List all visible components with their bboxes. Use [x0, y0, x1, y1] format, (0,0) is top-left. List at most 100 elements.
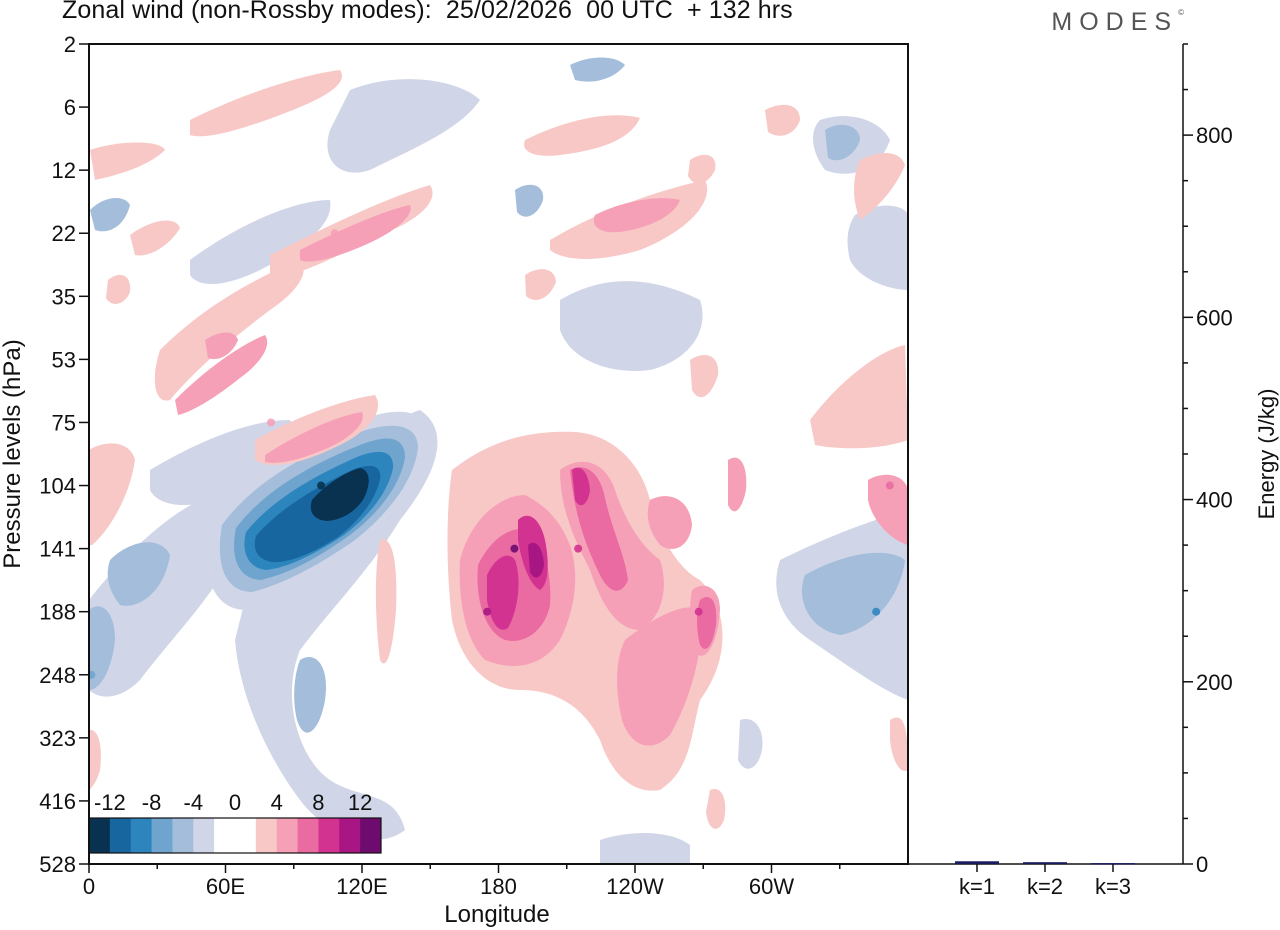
colorbar-tick-label: 12	[348, 790, 372, 815]
energy-tick-label: 600	[1196, 305, 1233, 330]
contour-region	[205, 332, 238, 360]
wind-field	[89, 57, 908, 864]
colorbar-swatch	[89, 818, 111, 853]
energy-tick-label: 800	[1196, 123, 1233, 148]
extremum-mark	[483, 607, 492, 616]
energy-category-label: k=3	[1095, 874, 1131, 899]
extremum-mark	[89, 670, 96, 679]
colorbar-tick-label: 4	[271, 790, 283, 815]
y-tick-label: 188	[39, 600, 76, 625]
contour-region	[89, 729, 101, 790]
colorbar-swatch	[193, 818, 215, 853]
energy-bar	[1091, 863, 1135, 865]
extremum-mark	[694, 607, 703, 616]
energy-category-label: k=2	[1027, 874, 1063, 899]
energy-axis-label: Energy (J/kg)	[1254, 389, 1279, 520]
contour-region	[810, 345, 908, 449]
contour-region	[856, 178, 877, 209]
energy-tick-label: 0	[1196, 852, 1208, 877]
contour-region	[487, 555, 519, 630]
colorbar-swatch	[360, 818, 382, 853]
y-tick-label: 104	[39, 474, 76, 499]
contour-region	[600, 833, 690, 864]
contour-region	[738, 719, 763, 769]
contour-region	[690, 355, 719, 398]
energy-tick-label: 400	[1196, 488, 1233, 513]
colorbar-tick-label: 0	[229, 790, 241, 815]
colorbar-swatch	[276, 818, 299, 853]
contour-region	[868, 474, 908, 545]
contour-region	[593, 198, 680, 233]
y-tick-label: 35	[52, 284, 76, 309]
contour-region	[294, 656, 326, 733]
extremum-mark	[631, 670, 639, 679]
colorbar: -12 -8 -4 0 4 8 12	[88, 790, 382, 854]
x-tick-label: 60W	[749, 874, 794, 899]
colorbar-swatch	[318, 818, 340, 853]
contour-region	[524, 115, 640, 156]
colorbar-tick-label: -4	[184, 790, 204, 815]
y-tick-label: 12	[52, 158, 76, 183]
x-tick-label: 0	[83, 874, 95, 899]
contour-region	[190, 70, 342, 137]
contour-region	[847, 205, 908, 290]
contour-region	[327, 79, 480, 173]
colorbar-tick-label: 8	[312, 790, 324, 815]
colorbar-swatch	[235, 818, 257, 853]
x-axis: 0 60E 120E 180 120W 60W	[83, 864, 841, 899]
contour-region	[515, 184, 544, 217]
energy-panel: 0 200 400 600 800 k=1 k=2 k=3	[908, 43, 1233, 899]
extremum-mark	[267, 418, 275, 427]
contour-region	[89, 606, 115, 690]
energy-tick-label: 200	[1196, 670, 1233, 695]
colorbar-swatch	[109, 818, 132, 853]
extremum-mark	[574, 544, 583, 553]
contour-region	[617, 607, 701, 746]
y-tick-label: 75	[52, 410, 76, 435]
x-tick-label: 180	[480, 874, 517, 899]
colorbar-swatch	[151, 818, 173, 853]
extremum-mark	[510, 544, 519, 553]
colorbar-swatch	[339, 818, 361, 853]
contour-region	[801, 552, 905, 635]
contour-region	[89, 443, 135, 545]
y-tick-label: 416	[39, 789, 76, 814]
y-axis-label: Pressure levels (hPa)	[0, 339, 26, 568]
contour-region	[107, 542, 170, 606]
contour-region	[890, 717, 908, 771]
plot-frame	[88, 43, 909, 865]
contour-region	[525, 269, 556, 300]
contour-region	[765, 104, 800, 136]
contour-region	[560, 281, 703, 371]
brand-text: MODES	[1051, 8, 1179, 36]
contour-region	[190, 200, 331, 285]
x-axis-label: Longitude	[444, 901, 549, 928]
contour-region	[175, 335, 268, 415]
contour-region	[130, 220, 180, 256]
contour-region	[310, 468, 369, 521]
contour-region	[528, 542, 544, 578]
x-tick-label: 120W	[606, 874, 664, 899]
modes-logo: MODES©	[1051, 8, 1184, 37]
energy-bar	[955, 861, 999, 864]
x-tick-label: 60E	[206, 874, 245, 899]
energy-bar	[1023, 862, 1067, 864]
y-tick-label: 2	[64, 32, 76, 57]
extremum-mark	[317, 481, 326, 490]
y-tick-label: 6	[64, 95, 76, 120]
contour-region	[106, 274, 131, 304]
y-tick-label: 22	[52, 221, 76, 246]
colorbar-swatch	[172, 818, 194, 853]
extremum-mark	[885, 481, 894, 490]
contour-region	[570, 57, 625, 82]
contour-region	[572, 467, 590, 506]
contour-region	[375, 539, 397, 664]
energy-category-label: k=1	[959, 874, 995, 899]
y-tick-label: 528	[39, 852, 76, 877]
contour-region	[89, 494, 240, 697]
contour-region	[706, 789, 726, 829]
contour-region	[265, 412, 363, 463]
y-tick-label: 53	[52, 347, 76, 372]
colorbar-swatch	[214, 818, 236, 853]
contour-region	[825, 124, 860, 161]
